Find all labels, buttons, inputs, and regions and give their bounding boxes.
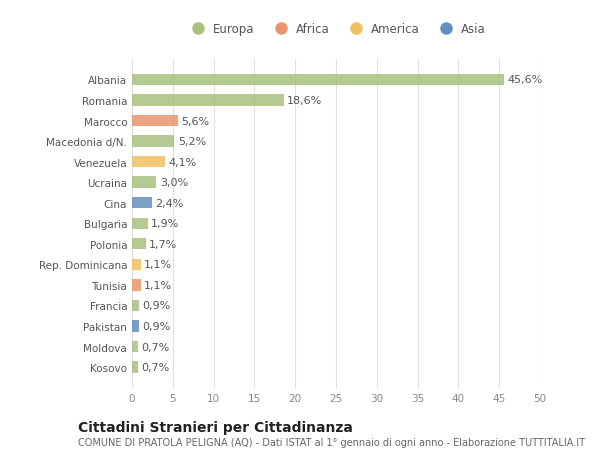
Text: Cittadini Stranieri per Cittadinanza: Cittadini Stranieri per Cittadinanza (78, 420, 353, 434)
Text: 4,1%: 4,1% (169, 157, 197, 167)
Text: 2,4%: 2,4% (155, 198, 183, 208)
Text: 1,9%: 1,9% (151, 219, 179, 229)
Text: 5,2%: 5,2% (178, 137, 206, 147)
Bar (132, 218, 148, 230)
Bar (132, 362, 138, 373)
Bar (132, 239, 146, 250)
Bar (132, 177, 157, 188)
Text: 0,7%: 0,7% (141, 342, 169, 352)
Bar (132, 198, 152, 209)
Bar (132, 341, 138, 353)
Text: 0,9%: 0,9% (143, 301, 171, 311)
Text: 0,9%: 0,9% (143, 321, 171, 331)
Legend: Europa, Africa, America, Asia: Europa, Africa, America, Asia (186, 23, 486, 36)
Bar (132, 157, 166, 168)
Bar (132, 300, 139, 311)
Bar (132, 116, 178, 127)
Bar (132, 75, 504, 86)
Text: 3,0%: 3,0% (160, 178, 188, 188)
Bar (132, 321, 139, 332)
Text: 45,6%: 45,6% (508, 75, 542, 85)
Text: 5,6%: 5,6% (181, 116, 209, 126)
Bar (132, 259, 141, 270)
Bar (132, 280, 141, 291)
Text: 1,1%: 1,1% (144, 260, 172, 270)
Text: 0,7%: 0,7% (141, 362, 169, 372)
Text: 1,7%: 1,7% (149, 239, 178, 249)
Text: 18,6%: 18,6% (287, 96, 322, 106)
Text: COMUNE DI PRATOLA PELIGNA (AQ) - Dati ISTAT al 1° gennaio di ogni anno - Elabora: COMUNE DI PRATOLA PELIGNA (AQ) - Dati IS… (78, 437, 585, 447)
Bar (132, 136, 175, 147)
Bar (132, 95, 284, 106)
Text: 1,1%: 1,1% (144, 280, 172, 290)
